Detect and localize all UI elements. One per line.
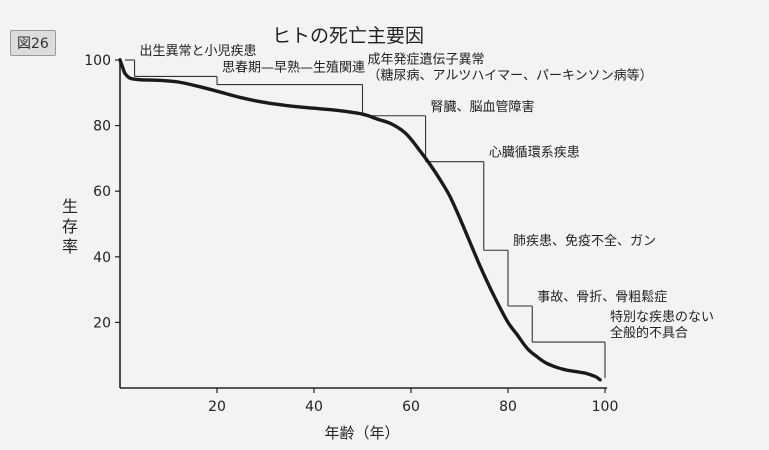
annotation-label: （糖尿病、アルツハイマー、パーキンソン病等） [368, 68, 653, 84]
y-tick-label: 100 [84, 53, 111, 69]
annotation-label: 出生異常と小児疾患 [140, 44, 257, 59]
y-tick-label: 40 [93, 250, 111, 266]
x-tick-label: 60 [402, 399, 420, 415]
chart-title: ヒトの死亡主要因 [272, 25, 424, 47]
figure-number-label: 図26 [10, 30, 56, 56]
annotation-label: 腎臓、脳血管障害 [431, 99, 535, 115]
annotation-label: 心臓循環系疾患 [489, 146, 580, 161]
annotation-label: 特別な疾患のない [610, 310, 714, 325]
annotation-label: 成年発症遺伝子異常 [368, 53, 485, 68]
annotation-label: 思春期—早熟—生殖関連 [222, 59, 365, 75]
x-axis-label: 年齢（年） [324, 424, 399, 442]
y-axis-label-char: 存 [62, 217, 78, 236]
survival-curve-group [118, 58, 602, 382]
y-tick-label: 20 [93, 315, 111, 331]
x-tick-label: 40 [305, 399, 323, 415]
y-axis-label: 生存率 [62, 197, 78, 256]
annotation-labels: 出生異常と小児疾患思春期—早熟—生殖関連成年発症遺伝子異常（糖尿病、アルツハイマ… [140, 44, 714, 341]
y-axis-label-char: 生 [62, 197, 78, 216]
chart-axes: 20 40 60 80 100 20 40 60 80 100 [84, 53, 618, 415]
annotation-label: 全般的不具合 [610, 325, 688, 341]
x-tick-label: 80 [499, 399, 517, 415]
y-tick-label: 80 [93, 119, 111, 135]
y-tick-label: 60 [93, 184, 111, 200]
y-axis-label-char: 率 [62, 237, 78, 256]
annotation-label: 肺疾患、免疫不全、ガン [513, 233, 656, 249]
x-tick-label: 20 [208, 399, 226, 415]
survival-curve [118, 58, 602, 382]
x-tick-label: 100 [592, 399, 619, 415]
annotation-label: 事故、骨折、骨粗鬆症 [537, 290, 667, 305]
